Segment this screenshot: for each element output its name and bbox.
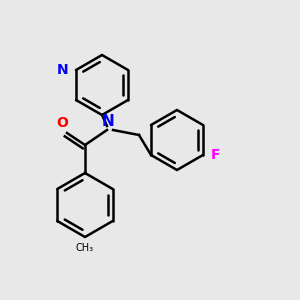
Text: F: F (211, 148, 220, 162)
Text: CH₃: CH₃ (76, 243, 94, 253)
Text: O: O (56, 116, 68, 130)
Text: N: N (102, 114, 114, 129)
Text: N: N (56, 63, 68, 77)
